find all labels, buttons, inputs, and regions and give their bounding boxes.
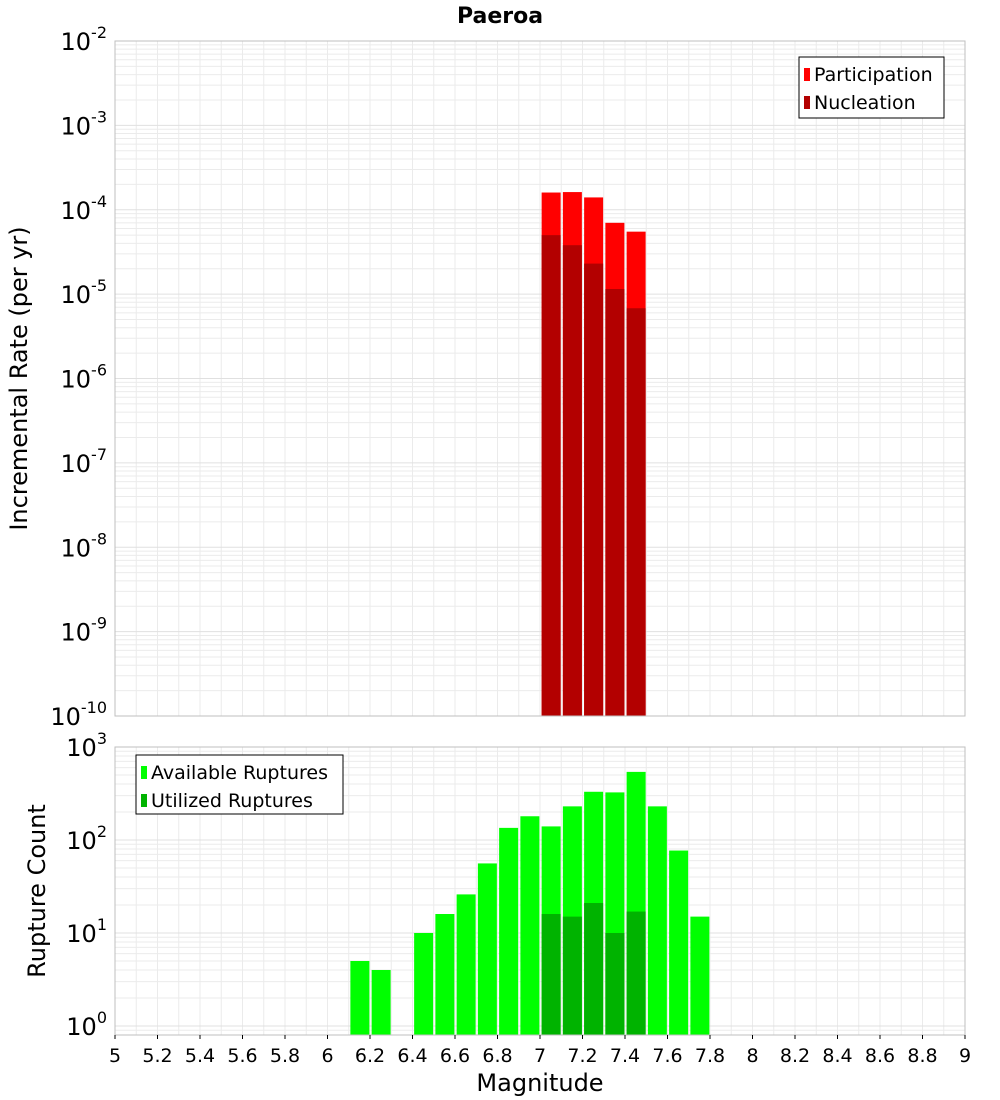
utilized-ruptures-bar [584, 903, 604, 1035]
x-tick-label: 5 [109, 1045, 121, 1067]
x-tick-label: 7.6 [652, 1045, 682, 1067]
p1-legend-swatch [804, 96, 810, 109]
nucleation-bar [605, 289, 625, 716]
p1-legend-box [798, 56, 945, 119]
x-tick-label: 6.6 [440, 1045, 470, 1067]
available-ruptures-bar [669, 850, 689, 1035]
p2-y-tick-label: 101 [66, 915, 107, 948]
x-tick-label: 6.2 [355, 1045, 385, 1067]
count-plot-y-axis-label: Rupture Count [23, 804, 51, 978]
p1-y-tick-label: 10-6 [61, 361, 108, 394]
nucleation-bar [584, 263, 604, 716]
p2-y-tick-label: 102 [66, 822, 107, 855]
x-tick-label: 7.8 [695, 1045, 725, 1067]
available-ruptures-bar [371, 969, 391, 1035]
available-ruptures-bar [477, 863, 497, 1035]
count-plot-bars [350, 771, 710, 1035]
x-tick-label: 7.4 [610, 1045, 640, 1067]
available-ruptures-bar [647, 806, 667, 1035]
count-plot-legend: Available Ruptures Utilized Ruptures [135, 754, 344, 815]
utilized-ruptures-bar [541, 914, 561, 1035]
p2-y-tick-label: 100 [66, 1008, 107, 1041]
count-plot: 100 101 102 103 5 5.2 5.4 5.6 5.8 6 6.2 6.4 6.6 6.8 7… [23, 729, 971, 1097]
x-tick-label: 9 [959, 1045, 971, 1067]
p1-legend-label: Nucleation [814, 92, 916, 114]
x-axis-label: Magnitude [476, 1069, 603, 1097]
x-tick-label: 8.8 [907, 1045, 937, 1067]
x-tick-label: 8.2 [780, 1045, 810, 1067]
x-tick-label: 5.8 [270, 1045, 300, 1067]
available-ruptures-bar [456, 894, 476, 1035]
p2-legend-swatch [141, 794, 147, 807]
p1-y-tick-label: 10-4 [61, 192, 108, 225]
p1-y-tick-label: 10-9 [61, 614, 108, 647]
available-ruptures-bar [435, 914, 455, 1035]
x-tick-label: 6 [321, 1045, 333, 1067]
p1-y-tick-label: 10-7 [61, 445, 108, 478]
p1-y-tick-label: 10-10 [50, 698, 107, 731]
p1-y-tick-label: 10-3 [61, 107, 108, 140]
p2-legend-swatch [141, 766, 147, 779]
p2-y-tick-label: 103 [66, 729, 107, 762]
count-plot-x-ticks: 5 5.2 5.4 5.6 5.8 6 6.2 6.4 6.6 6.8 7 7.2 7.4 7.6 7.8 8… [109, 1035, 971, 1067]
x-tick-label: 5.6 [227, 1045, 257, 1067]
utilized-ruptures-bar [562, 916, 582, 1035]
x-tick-label: 5.4 [185, 1045, 215, 1067]
x-tick-label: 6.8 [482, 1045, 512, 1067]
p1-y-tick-label: 10-2 [61, 23, 108, 56]
p2-legend-label: Available Ruptures [151, 762, 328, 784]
x-tick-label: 8.4 [822, 1045, 852, 1067]
available-ruptures-bar [414, 932, 434, 1035]
x-tick-label: 6.4 [397, 1045, 427, 1067]
nucleation-bar [541, 235, 561, 716]
nucleation-bar [626, 308, 646, 716]
rate-plot-y-ticks: 10-10 10-9 10-8 10-7 10-6 10-5 10-4 10-3 10-2 [50, 23, 107, 731]
x-tick-label: 8 [746, 1045, 758, 1067]
x-tick-label: 7.2 [567, 1045, 597, 1067]
x-tick-label: 8.6 [865, 1045, 895, 1067]
rate-plot-y-axis-label: Incremental Rate (per yr) [5, 226, 33, 530]
p2-legend-box [135, 754, 344, 815]
available-ruptures-bar [350, 960, 370, 1035]
x-tick-label: 7 [534, 1045, 546, 1067]
rate-plot: 10-10 10-9 10-8 10-7 10-6 10-5 10-4 10-3 10-2 In… [5, 23, 966, 731]
p1-y-tick-label: 10-5 [61, 276, 108, 309]
p1-legend-label: Participation [814, 64, 933, 86]
rate-plot-frame [114, 40, 966, 717]
available-ruptures-bar [499, 827, 519, 1035]
p1-legend-swatch [804, 68, 810, 81]
rate-plot-legend: Participation Nucleation [798, 56, 945, 119]
count-plot-y-ticks: 100 101 102 103 [66, 729, 107, 1041]
available-ruptures-bar [520, 816, 540, 1035]
chart-title: Paeroa [457, 4, 543, 29]
p2-legend-label: Utilized Ruptures [151, 790, 313, 812]
utilized-ruptures-bar [626, 911, 646, 1035]
nucleation-bar [562, 245, 582, 717]
rate-plot-bars [541, 192, 646, 717]
available-ruptures-bar [690, 916, 710, 1035]
rate-plot-grid [114, 40, 966, 717]
p1-y-tick-label: 10-8 [61, 529, 108, 562]
utilized-ruptures-bar [605, 932, 625, 1035]
x-tick-label: 5.2 [142, 1045, 172, 1067]
count-plot-grid [114, 746, 966, 1036]
